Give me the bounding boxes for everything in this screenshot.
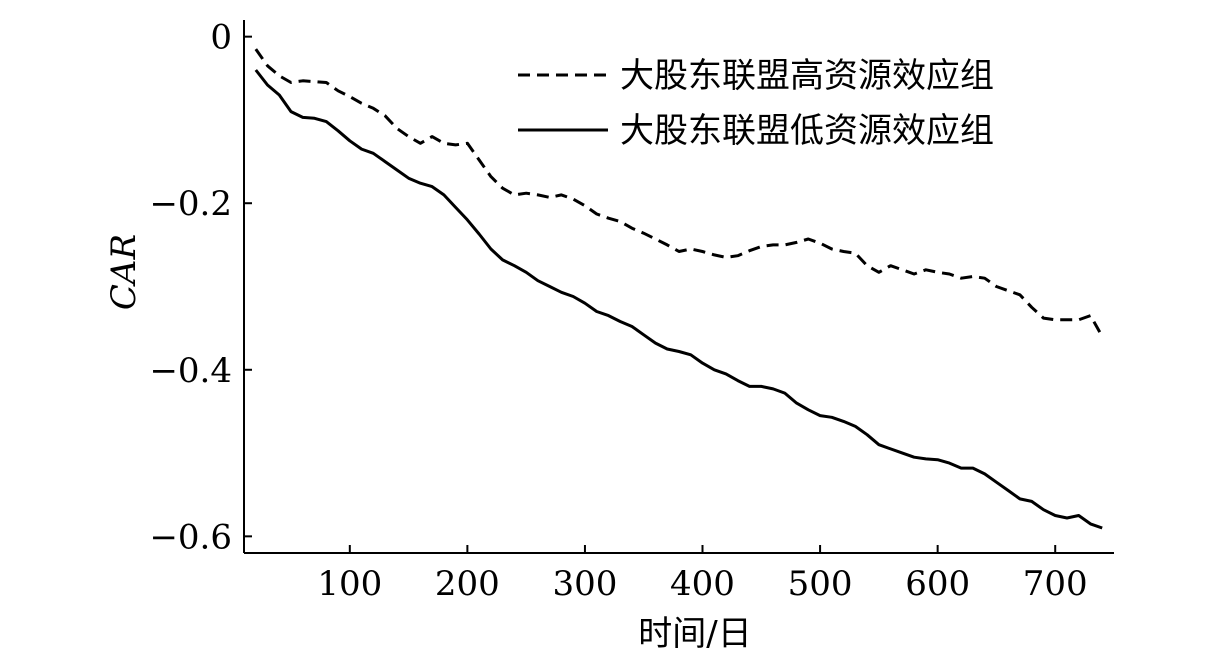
x-tick-label: 400 (670, 564, 735, 604)
x-tick-label: 500 (788, 564, 853, 604)
y-tick-label: 0 (210, 18, 232, 58)
x-axis-title: 时间/日 (638, 614, 751, 654)
legend-label-2: 大股东联盟低资源效应组 (620, 111, 994, 151)
x-tick-label: 200 (435, 564, 500, 604)
x-tick-label: 100 (317, 564, 382, 604)
x-tick-label: 600 (905, 564, 970, 604)
legend-label-1: 大股东联盟高资源效应组 (620, 56, 994, 96)
chart-axes (243, 20, 1114, 554)
chart-series (254, 48, 1104, 530)
series-line-2 (254, 69, 1103, 530)
x-tick-label: 300 (552, 564, 617, 604)
y-tick-label: −0.6 (149, 517, 232, 557)
y-axis-title: CAR (104, 234, 144, 310)
y-tick-label: −0.2 (149, 184, 232, 224)
y-tick-label: −0.4 (149, 351, 232, 391)
chart-ticks: 100 200 300 400 500 600 700 0 −0.2 −0.4 −0.6 (149, 18, 1087, 604)
series-line-1 (254, 48, 1104, 338)
x-tick-label: 700 (1023, 564, 1088, 604)
